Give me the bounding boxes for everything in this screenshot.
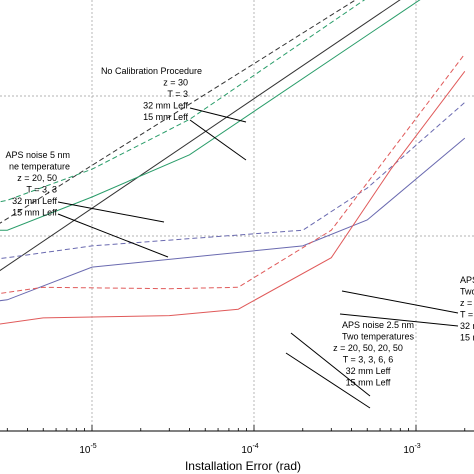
annotation-leader — [57, 201, 165, 223]
series-line-8 — [0, 70, 466, 325]
annotation-leader — [290, 332, 371, 397]
annotation-leader-lines — [57, 107, 459, 409]
series-lines — [0, 0, 466, 325]
annotation-line: T = 3, 3, 6, 6 — [343, 355, 394, 365]
series-line-3 — [0, 0, 366, 203]
x-tick-label: 10-5 — [79, 443, 96, 456]
series-line-5 — [0, 102, 466, 260]
annotation-line: APS — [460, 275, 474, 285]
x-axis-label: Installation Error (rad) — [185, 459, 301, 473]
annotation-line: Two — [460, 287, 474, 297]
annotation-line: z = 20, 50, 20, 50 — [333, 343, 403, 353]
annotation-line: T = 3, 3 — [26, 185, 57, 195]
annotation-line: 32 mm Leff — [143, 101, 188, 111]
annotation-line: z = 20, 50 — [17, 173, 57, 183]
annotation-2: APS noise 5 nm ne temperature z = 20, 50 T … — [5, 150, 70, 218]
annotation-line: 15 mm Leff — [12, 208, 57, 218]
annotation-leader — [189, 119, 247, 161]
annotation-3: APS noise 2.5 nm Two temperatures z = 20, … — [333, 320, 414, 388]
x-tick-label: 10-3 — [403, 443, 420, 456]
annotation-line: ne temperature — [9, 162, 70, 172]
annotation-line: 15 mm Leff — [143, 112, 188, 122]
annotation-line: 15 mm Leff — [346, 378, 391, 388]
annotation-leader — [339, 313, 459, 327]
x-tick-label: 10-4 — [241, 443, 258, 456]
annotation-line: T = — [460, 310, 473, 320]
series-line-1 — [0, 0, 357, 224]
annotation-leader — [285, 352, 371, 409]
annotation-line: Two temperatures — [342, 332, 415, 342]
annotation-1: No Calibration Procedure z = 30 T = 3 32 mm… — [101, 66, 202, 122]
series-line-4 — [0, 0, 421, 231]
annotation-line: z = — [460, 298, 472, 308]
series-line-7 — [0, 53, 466, 294]
annotation-line: 32 m — [460, 321, 474, 331]
annotation-leader — [57, 213, 169, 258]
grid — [0, 0, 474, 432]
annotations: No Calibration Procedure z = 30 T = 3 32 mm… — [5, 66, 474, 388]
series-line-2 — [0, 0, 401, 272]
series-line-6 — [0, 137, 466, 302]
annotation-line: APS noise 2.5 nm — [342, 320, 414, 330]
annotation-line: APS noise 5 nm — [5, 150, 70, 160]
annotation-line: 32 mm Leff — [12, 196, 57, 206]
annotation-line: 15 m — [460, 333, 474, 343]
annotation-line: T = 3 — [167, 89, 188, 99]
x-tick-labels: 10-5 10-4 10-3 — [79, 443, 420, 456]
annotation-4: APS Twoz = T =32 m 15 m — [460, 275, 474, 343]
annotation-leader — [341, 290, 459, 314]
annotation-leader — [189, 107, 247, 123]
annotation-line: No Calibration Procedure — [101, 66, 202, 76]
annotation-line: z = 30 — [163, 78, 188, 88]
annotation-line: 32 mm Leff — [346, 366, 391, 376]
